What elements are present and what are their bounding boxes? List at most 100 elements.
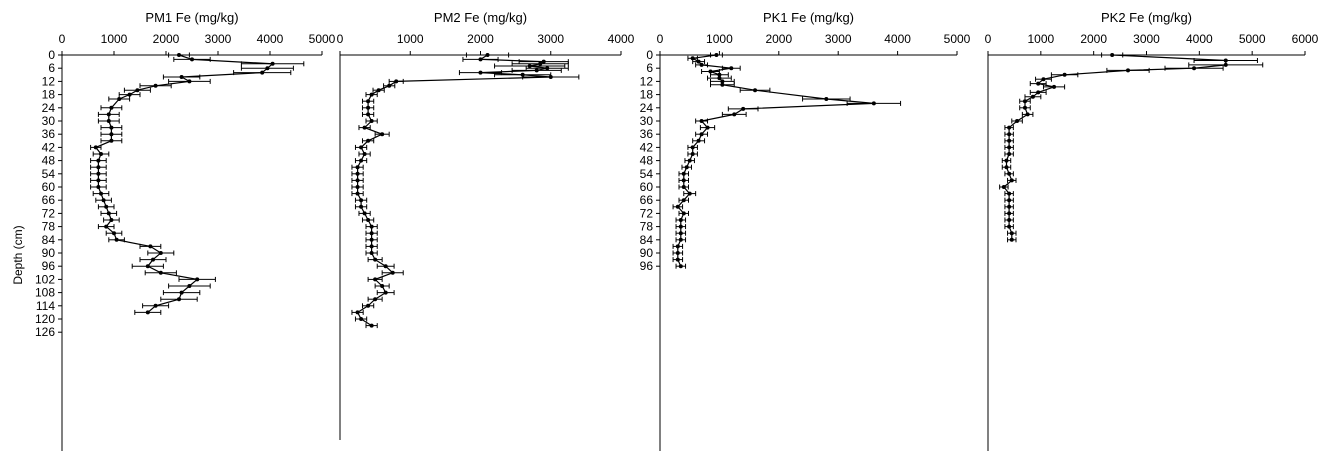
x-tick-label: 0: [985, 32, 992, 46]
data-point: [158, 251, 163, 255]
data-point: [681, 211, 686, 216]
data-point: [741, 106, 746, 111]
y-tick-label: 60: [42, 180, 56, 194]
data-point: [145, 310, 150, 315]
data-point: [1022, 105, 1027, 110]
data-point: [545, 66, 550, 71]
data-point: [179, 75, 184, 79]
data-point: [1036, 81, 1041, 86]
profile-line: [676, 54, 874, 267]
data-point: [696, 59, 701, 64]
data-point: [681, 178, 686, 183]
data-point: [148, 244, 153, 249]
data-point: [177, 297, 181, 302]
data-point: [708, 69, 713, 74]
data-point: [824, 97, 829, 101]
data-point: [485, 53, 490, 57]
panel-title: PK1 Fe (mg/kg): [763, 10, 854, 25]
panel-title: PM1 Fe (mg/kg): [145, 10, 238, 25]
data-point: [373, 277, 378, 282]
x-tick-label: 4000: [608, 32, 635, 46]
x-tick-label: 1000: [1027, 32, 1054, 46]
y-tick-label: 0: [646, 48, 653, 62]
data-point: [681, 198, 686, 203]
y-tick-label: 54: [640, 167, 654, 181]
data-point: [369, 224, 374, 229]
data-point: [1126, 68, 1131, 73]
panel-4: PK2 Fe (mg/kg) 0 1000 2000 3000 4000 5000 6000: [985, 10, 1319, 451]
data-point: [1007, 224, 1012, 229]
y-tick-label: 66: [42, 193, 56, 207]
data-point: [109, 218, 114, 222]
data-point: [690, 145, 695, 150]
x-tick-label: 1000: [706, 32, 733, 46]
y-tick-label: 36: [640, 127, 654, 141]
x-tick-label: 3000: [1133, 32, 1160, 46]
data-point: [1036, 90, 1041, 95]
data-point: [383, 290, 388, 295]
profile-line: [356, 54, 551, 327]
data-point: [1052, 84, 1057, 89]
data-point: [106, 112, 111, 117]
panel-2: PM2 Fe (mg/kg) 0 1000 2000 3000 4000: [337, 10, 635, 440]
data-point: [177, 53, 181, 57]
data-point: [534, 68, 539, 73]
data-point: [158, 270, 163, 275]
data-point: [675, 244, 680, 249]
data-point: [187, 284, 192, 288]
data-point: [153, 83, 158, 88]
profile-line: [94, 54, 275, 313]
x-tick-label: 0: [59, 32, 66, 46]
data-point: [117, 97, 122, 101]
data-point: [380, 284, 385, 288]
x-tick-label: 2000: [153, 32, 180, 46]
y-tick-label: 12: [640, 74, 654, 88]
data-point: [1223, 62, 1228, 67]
data-point: [1009, 178, 1014, 183]
data-point: [190, 57, 194, 62]
data-point: [675, 204, 680, 209]
data-point: [373, 257, 378, 262]
data-point: [109, 125, 114, 130]
y-tick-label: 30: [640, 114, 654, 128]
data-point: [1022, 99, 1027, 104]
data-point: [109, 132, 114, 137]
data-point: [687, 158, 692, 163]
data-point: [394, 79, 399, 84]
data-point: [699, 62, 704, 67]
data-point: [1025, 112, 1030, 117]
y-tick-label: 120: [35, 312, 55, 326]
x-tick-label: 2000: [467, 32, 494, 46]
data-point: [106, 119, 111, 123]
data-point: [373, 297, 378, 302]
y-tick-label: 24: [42, 101, 56, 115]
data-point: [369, 251, 374, 255]
data-point: [127, 92, 132, 97]
data-point: [369, 119, 374, 123]
data-point: [366, 303, 371, 308]
y-tick-label: 96: [640, 259, 654, 273]
x-tick-label: 2000: [765, 32, 792, 46]
data-point: [1001, 185, 1006, 189]
y-tick-label: 6: [646, 61, 653, 75]
data-point: [699, 132, 704, 137]
data-point: [720, 82, 725, 87]
data-point: [1007, 125, 1012, 130]
data-point: [369, 231, 374, 236]
data-point: [1030, 94, 1035, 99]
data-point: [541, 59, 546, 64]
data-point: [1015, 119, 1020, 123]
data-point: [109, 138, 114, 143]
data-point: [1192, 66, 1197, 71]
data-point: [362, 152, 367, 156]
data-point: [359, 158, 364, 163]
data-point: [145, 264, 150, 269]
data-point: [690, 56, 695, 61]
data-point: [678, 218, 683, 222]
data-point: [104, 224, 109, 229]
data-point: [359, 145, 364, 150]
data-point: [359, 198, 364, 203]
data-point: [96, 165, 101, 170]
data-point: [390, 270, 395, 275]
data-point: [681, 185, 686, 189]
